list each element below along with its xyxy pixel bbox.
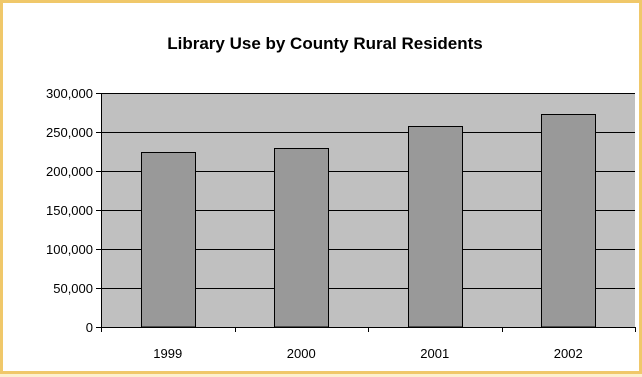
bar-chart: Library Use by County Rural Residents 0 5…	[46, 34, 636, 361]
bar-2001	[408, 126, 463, 328]
y-tick-labels: 0 50,000 100,000 150,000 200,000 250,000 300,0…	[46, 86, 93, 335]
chart-title: Library Use by County Rural Residents	[167, 34, 483, 53]
y-tick-label: 150,000	[46, 203, 93, 218]
bars	[141, 114, 596, 328]
x-tick-label: 1999	[153, 346, 182, 361]
x-tick-labels: 1999 2000 2001 2002	[153, 346, 582, 361]
x-tick-label: 2000	[287, 346, 316, 361]
x-tick-label: 2002	[554, 346, 583, 361]
x-tick-label: 2001	[420, 346, 449, 361]
bar-2000	[274, 148, 329, 328]
y-tick-label: 100,000	[46, 242, 93, 257]
y-tick-label: 300,000	[46, 86, 93, 101]
y-tick-label: 0	[86, 320, 93, 335]
y-tick-label: 50,000	[53, 281, 93, 296]
bar-1999	[141, 152, 196, 328]
axes	[96, 93, 636, 332]
bar-2002	[541, 114, 596, 328]
y-tick-label: 250,000	[46, 125, 93, 140]
y-tick-label: 200,000	[46, 164, 93, 179]
